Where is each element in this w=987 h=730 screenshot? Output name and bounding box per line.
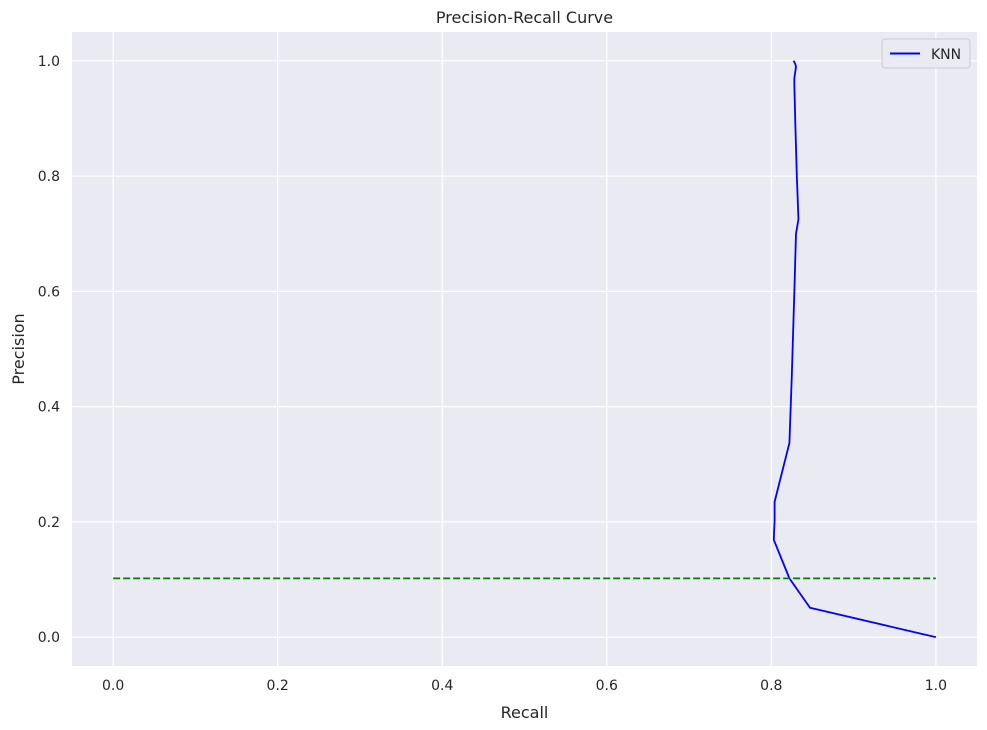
y-tick-label: 0.2 <box>38 515 60 531</box>
y-tick-label: 0.6 <box>38 284 60 300</box>
x-tick-label: 0.6 <box>596 678 618 694</box>
y-tick-label: 1.0 <box>38 54 60 70</box>
x-tick-label: 0.2 <box>267 678 289 694</box>
x-axis-ticks: 0.0 0.2 0.4 0.6 0.8 1.0 <box>102 678 947 694</box>
grid-lines <box>72 32 977 666</box>
legend-label-knn: KNN <box>931 47 961 63</box>
y-tick-label: 0.0 <box>38 630 60 646</box>
x-tick-label: 0.8 <box>760 678 782 694</box>
chart-title: Precision-Recall Curve <box>436 8 613 27</box>
legend: KNN <box>881 38 971 69</box>
series-line-knn <box>772 60 937 639</box>
series-layer <box>113 60 937 639</box>
x-axis-label: Recall <box>501 703 549 722</box>
y-tick-label: 0.4 <box>38 400 60 416</box>
y-axis-ticks: 0.0 0.2 0.4 0.6 0.8 1.0 <box>38 54 60 646</box>
x-tick-label: 1.0 <box>925 678 947 694</box>
plot-area <box>72 32 977 666</box>
legend-box <box>881 38 971 69</box>
x-tick-label: 0.0 <box>102 678 124 694</box>
y-axis-label: Precision <box>9 313 28 384</box>
y-tick-label: 0.8 <box>38 169 60 185</box>
x-tick-label: 0.4 <box>431 678 453 694</box>
